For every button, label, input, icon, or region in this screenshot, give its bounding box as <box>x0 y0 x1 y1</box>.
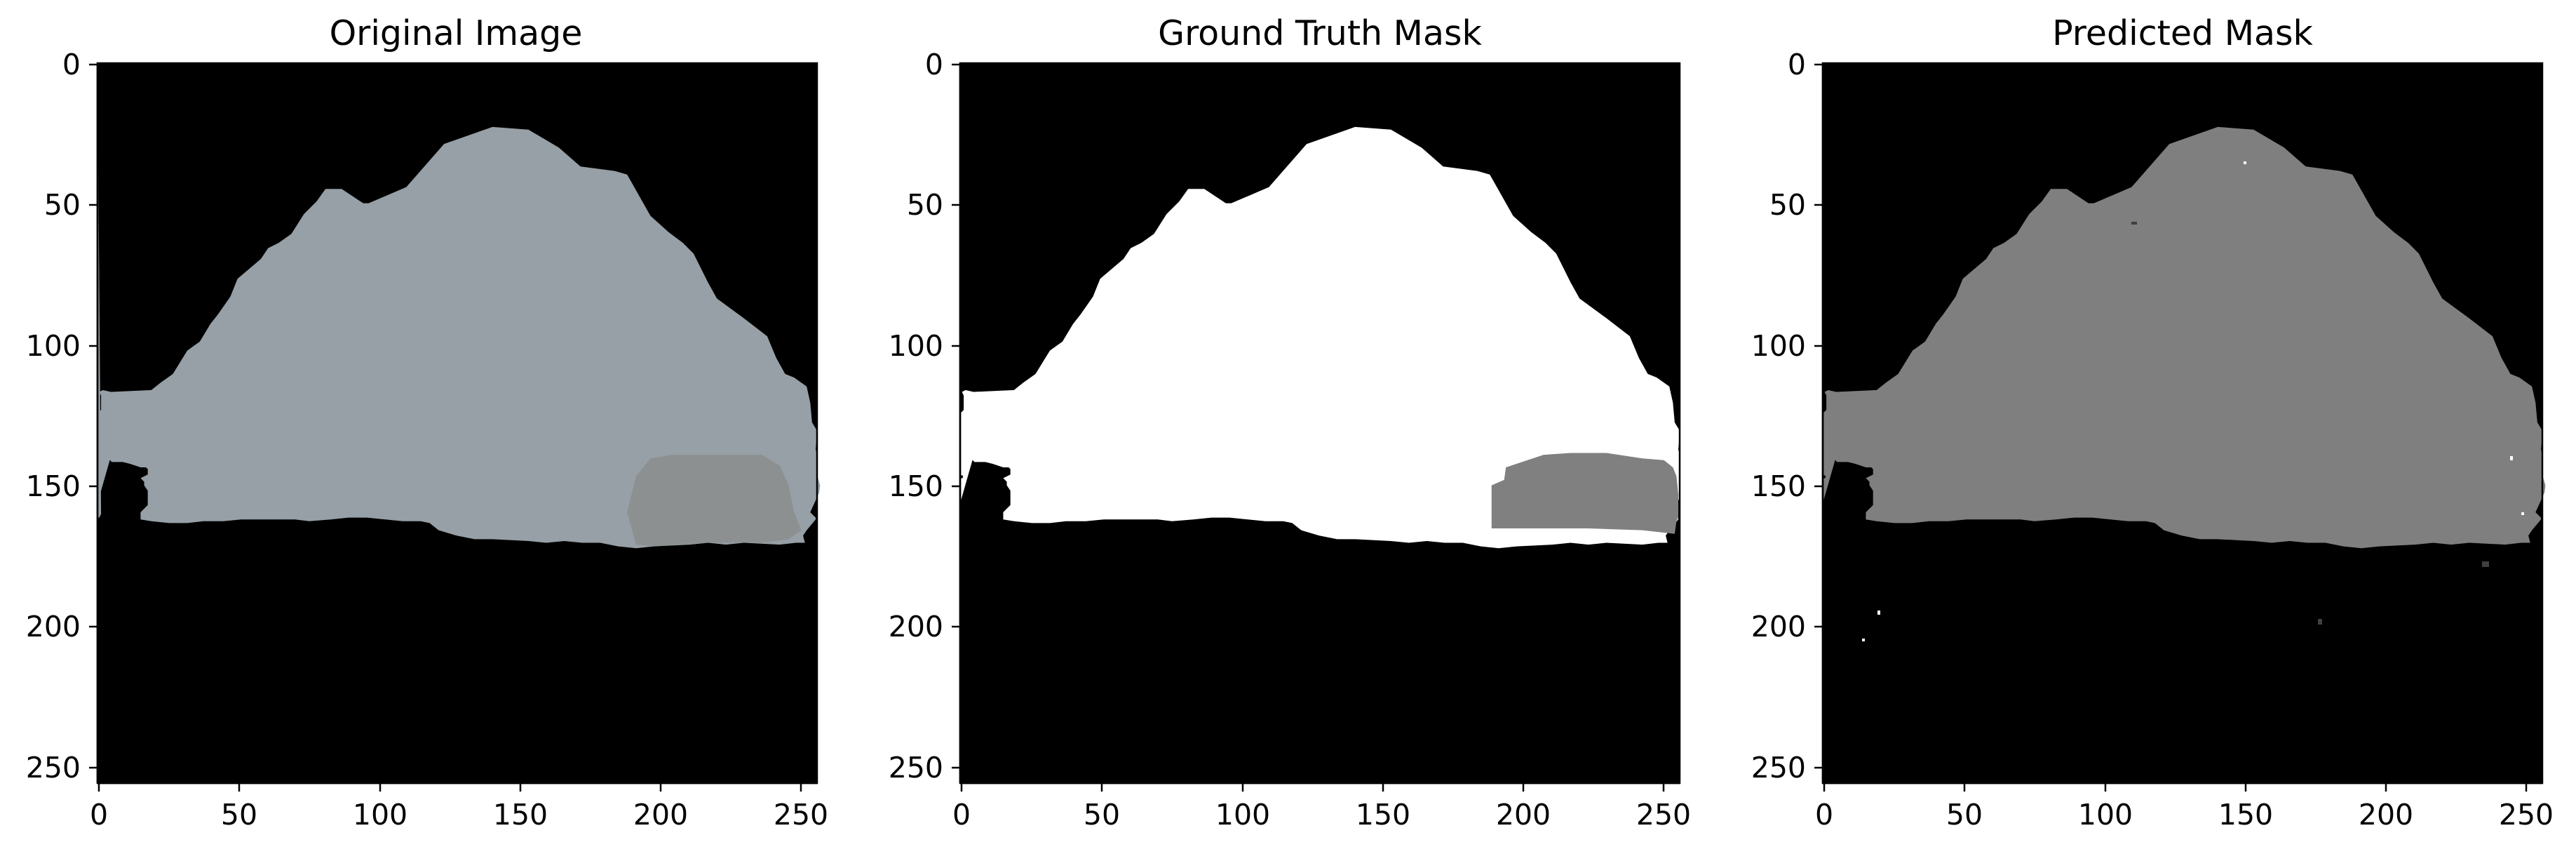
x-tick-label: 100 <box>353 798 407 832</box>
y-tick-label: 150 <box>1751 469 1806 503</box>
y-axis <box>1814 63 1824 783</box>
stone-patch <box>627 455 802 547</box>
specimen-region <box>97 63 821 549</box>
x-tick-label: 250 <box>1636 798 1691 832</box>
y-tick-labels: 0 50 100 150 200 250 <box>26 48 81 785</box>
y-tick-label: 250 <box>889 751 943 785</box>
y-tick-label: 150 <box>26 469 81 503</box>
y-axis <box>89 63 99 783</box>
x-tick-label: 50 <box>1946 798 1983 832</box>
y-tick-label: 250 <box>26 751 81 785</box>
y-tick-labels: 0 50 100 150 200 250 <box>1751 48 1806 785</box>
prediction-dark-speckles <box>2131 222 2489 625</box>
panel-title: Original Image <box>330 13 583 53</box>
y-tick-label: 250 <box>1751 751 1806 785</box>
y-tick-label: 50 <box>44 188 81 222</box>
y-axis <box>952 63 962 783</box>
x-tick-label: 50 <box>221 798 257 832</box>
y-tick-label: 200 <box>26 610 81 643</box>
y-tick-label: 0 <box>62 48 81 81</box>
x-tick-label: 200 <box>2359 798 2413 832</box>
x-tick-label: 0 <box>952 798 971 832</box>
x-axis <box>960 782 1680 792</box>
x-tick-labels: 0 50 100 150 200 250 <box>90 798 828 832</box>
x-tick-label: 0 <box>90 798 108 832</box>
axes-frame <box>959 62 1681 785</box>
panel-predicted-mask: Predicted Mask <box>1725 0 2567 854</box>
panel-original-image: Original Image 0 50 100 <box>0 0 842 854</box>
x-tick-labels: 0 50 100 150 200 250 <box>1815 798 2554 832</box>
original-image-svg: Original Image 0 50 100 <box>26 13 828 832</box>
y-tick-label: 0 <box>1788 48 1806 81</box>
mask-class-2-region <box>1491 453 1678 534</box>
predicted-region <box>1823 126 2546 549</box>
y-tick-label: 200 <box>889 610 943 643</box>
axes-frame <box>96 62 818 785</box>
x-axis <box>1823 782 2542 792</box>
y-tick-label: 50 <box>907 188 943 222</box>
y-tick-label: 100 <box>1751 329 1806 363</box>
prediction-speckles <box>1862 161 2524 641</box>
panel-title: Ground Truth Mask <box>1158 13 1482 53</box>
y-tick-label: 100 <box>26 329 81 363</box>
x-tick-label: 150 <box>2218 798 2273 832</box>
y-tick-labels: 0 50 100 150 200 250 <box>889 48 943 785</box>
ground-truth-svg: Ground Truth Mask 0 50 <box>889 13 1691 832</box>
mask-class-1-region <box>960 126 1683 549</box>
x-tick-label: 200 <box>1496 798 1551 832</box>
y-tick-label: 50 <box>1769 188 1806 222</box>
axes-frame <box>1821 62 2544 785</box>
x-tick-label: 150 <box>1356 798 1410 832</box>
x-tick-label: 100 <box>1215 798 1270 832</box>
y-tick-label: 0 <box>925 48 943 81</box>
panel-title: Predicted Mask <box>2052 13 2313 53</box>
x-tick-label: 150 <box>493 798 548 832</box>
panel-ground-truth-mask: Ground Truth Mask 0 50 <box>863 0 1704 854</box>
x-axis <box>97 782 817 792</box>
x-tick-label: 0 <box>1815 798 1833 832</box>
x-tick-label: 50 <box>1084 798 1120 832</box>
x-tick-labels: 0 50 100 150 200 250 <box>952 798 1691 832</box>
predicted-mask-svg: Predicted Mask <box>1751 13 2554 832</box>
y-tick-label: 150 <box>889 469 943 503</box>
y-tick-label: 200 <box>1751 610 1806 643</box>
x-tick-label: 100 <box>2078 798 2133 832</box>
x-tick-label: 200 <box>633 798 688 832</box>
x-tick-label: 250 <box>774 798 828 832</box>
x-tick-label: 250 <box>2499 798 2554 832</box>
y-tick-label: 100 <box>889 329 943 363</box>
